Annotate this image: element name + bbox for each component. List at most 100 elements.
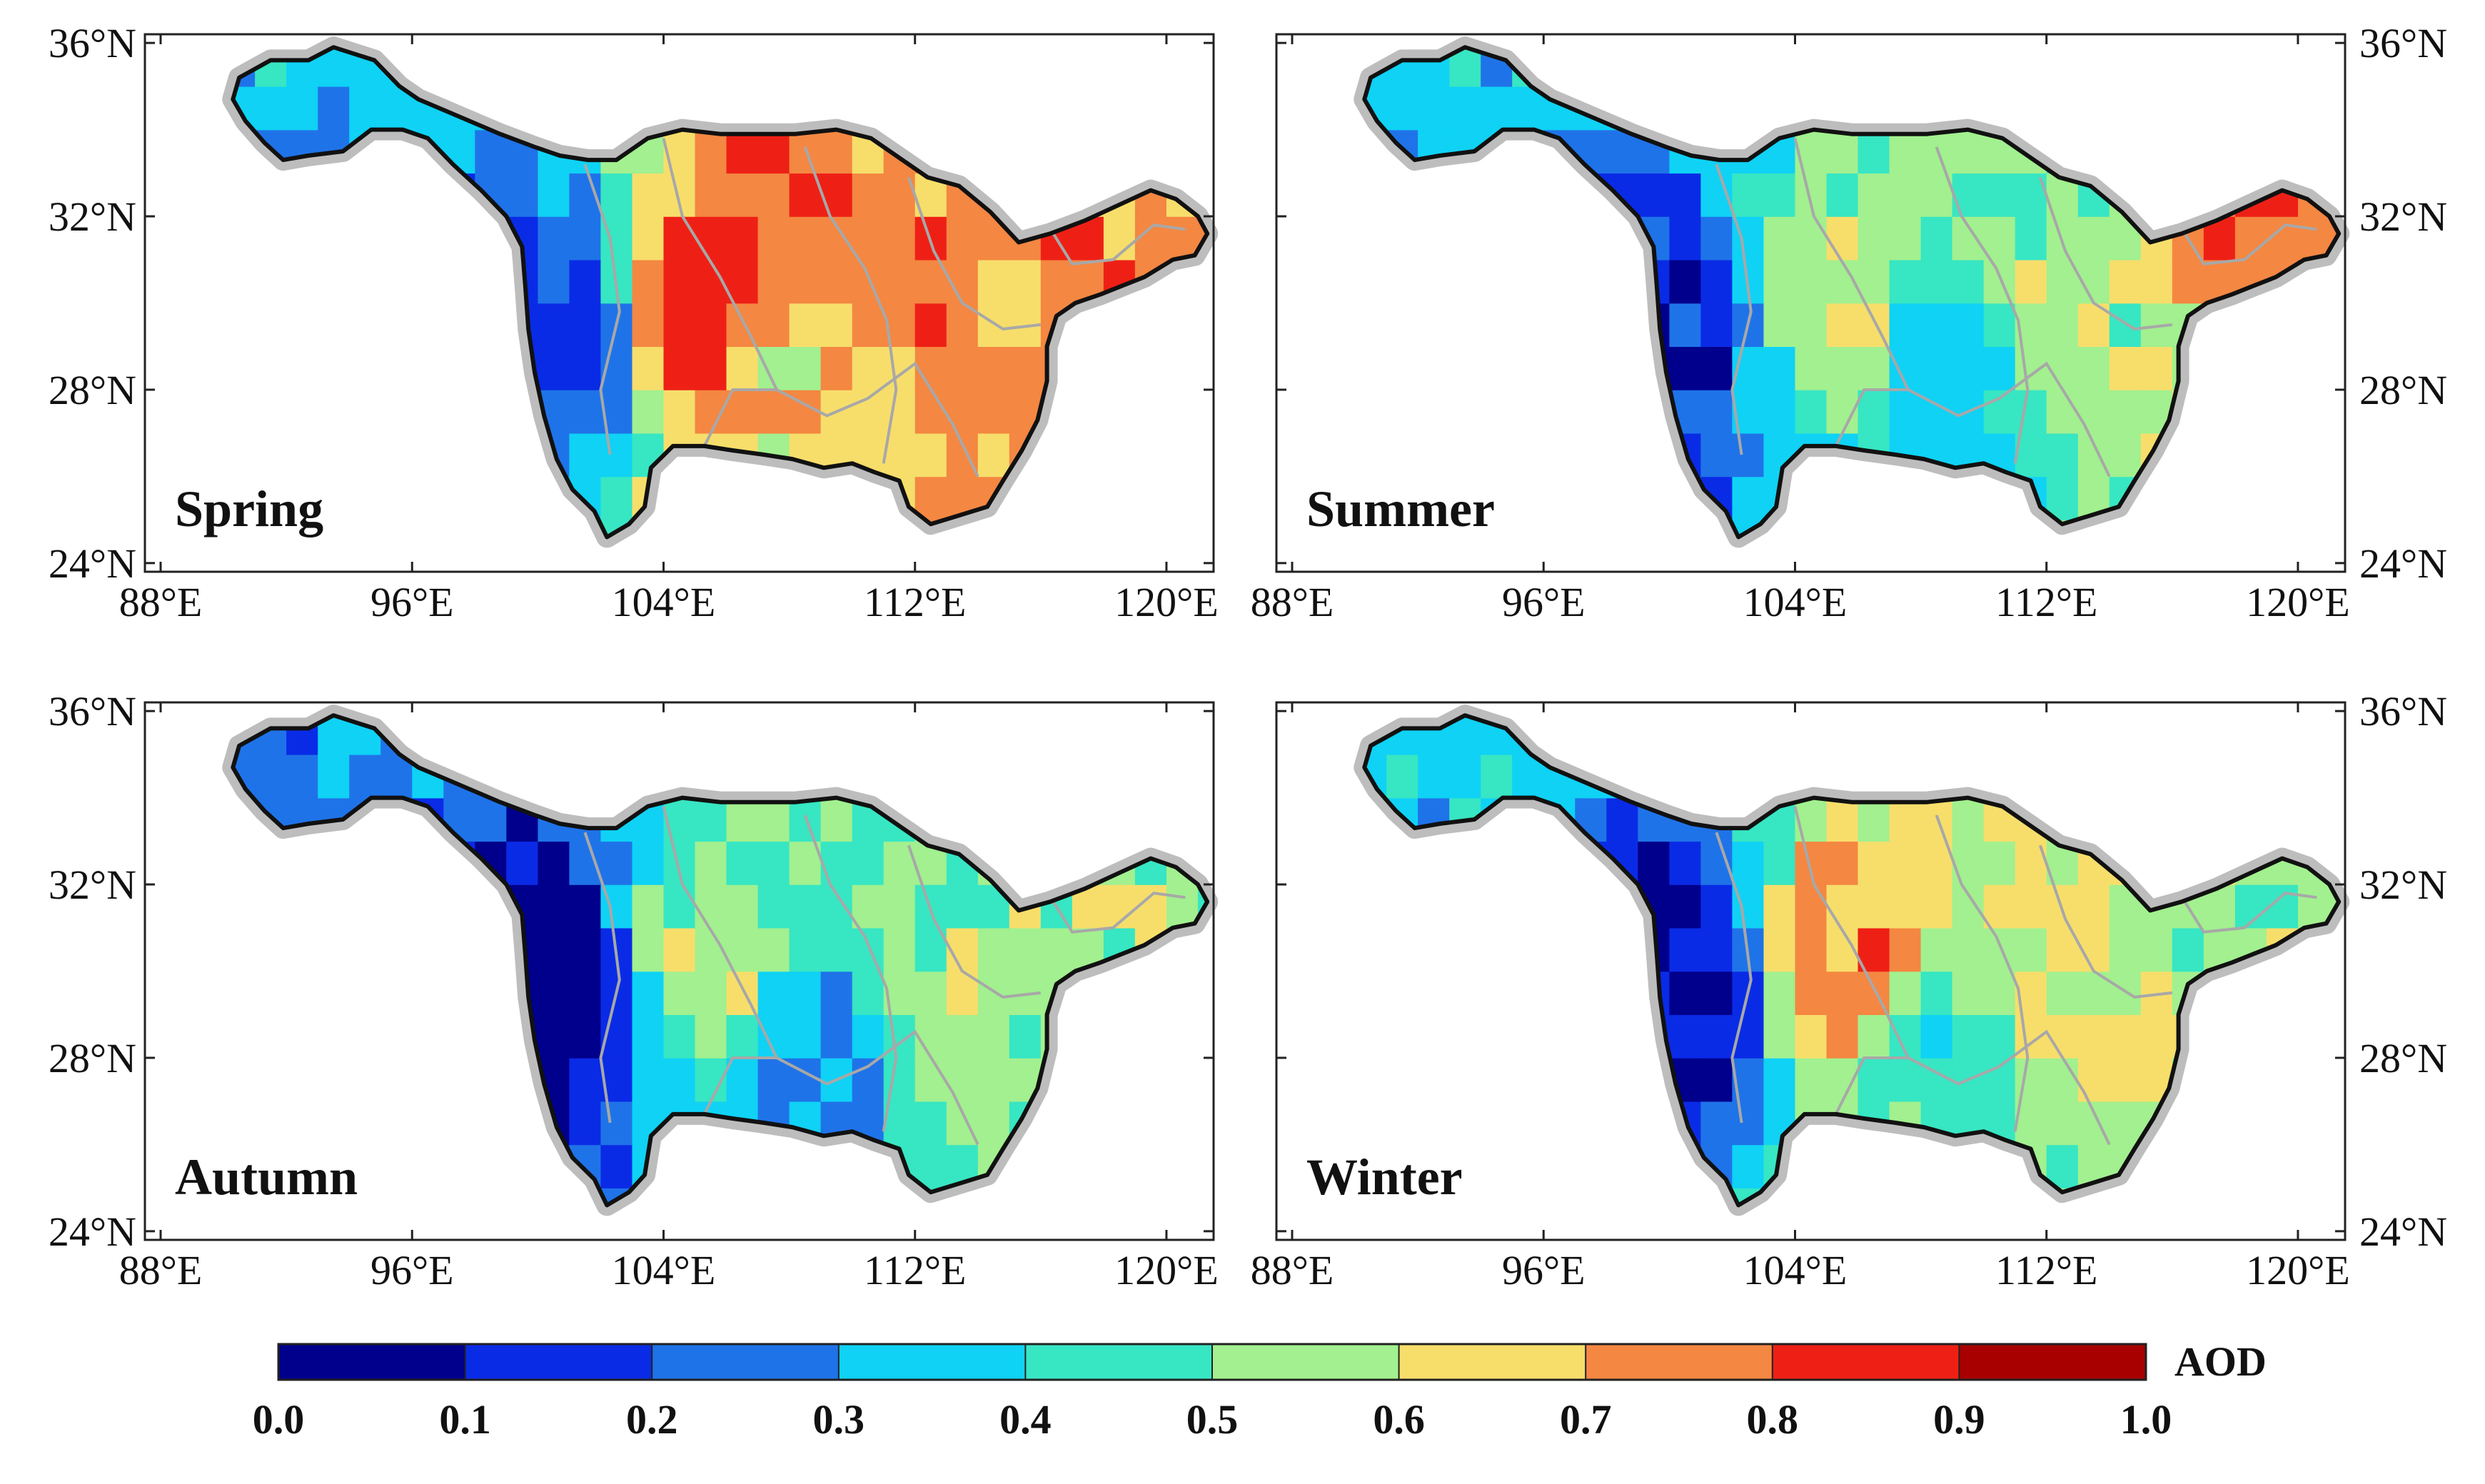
aod-cell (820, 1014, 853, 1059)
aod-cell (1040, 520, 1073, 537)
aod-cell (318, 390, 350, 434)
aod-cell (2203, 1144, 2236, 1188)
aod-cell (1606, 476, 1639, 520)
aod-cell (2109, 715, 2142, 755)
aod-cell (1512, 216, 1544, 261)
aod-cell (1889, 971, 1922, 1015)
x-tick-label: 104°E (1743, 579, 1848, 625)
aod-cell (2140, 346, 2173, 390)
aod-cell (1072, 390, 1104, 434)
aod-cell (726, 1014, 759, 1059)
aod-cell (2266, 129, 2299, 174)
aod-cell (1072, 433, 1104, 478)
aod-cell (1795, 129, 1828, 174)
aod-cell (1103, 476, 1136, 520)
aod-cell (1512, 476, 1544, 520)
aod-cell (2077, 715, 2110, 755)
aod-cell (380, 520, 413, 537)
aod-cell (664, 667, 696, 712)
sub-basin-boundary (1834, 361, 2111, 478)
aod-cell (2172, 476, 2204, 520)
aod-cell (2140, 1014, 2173, 1059)
aod-cell (1009, 841, 1042, 885)
aod-cell (223, 667, 256, 712)
aod-cell (1889, 715, 1922, 755)
aod-cell (2298, 303, 2330, 347)
aod-cell (1324, 260, 1356, 304)
aod-cell (255, 390, 287, 434)
aod-cell (1512, 1144, 1544, 1188)
aod-cell (1606, 927, 1639, 972)
aod-cell (233, 1014, 256, 1059)
aod-cell (2266, 1188, 2299, 1206)
aod-cell (1795, 346, 1828, 390)
aod-cell (349, 0, 381, 44)
aod-cell (632, 86, 665, 131)
aod-cell (1700, 433, 1733, 478)
aod-cell (1606, 390, 1639, 434)
aod-cell (1324, 346, 1356, 390)
aod-cell (569, 927, 602, 972)
y-tick-label: 32°N (2359, 862, 2447, 908)
aod-cell (1858, 797, 1890, 842)
aod-cell (2298, 346, 2330, 390)
aod-cell (233, 346, 256, 390)
aod-cell (1983, 303, 2016, 347)
aod-cell (820, 476, 853, 520)
aod-cell (443, 884, 476, 929)
aod-cell (1543, 715, 1576, 755)
aod-cell (1418, 86, 1450, 131)
aod-cell (1795, 476, 1828, 520)
aod-cell (1364, 390, 1387, 434)
aod-cell (1134, 1188, 1167, 1206)
aod-cell (600, 47, 633, 87)
aod-cell (1040, 1101, 1073, 1146)
aod-cell (978, 0, 1010, 44)
aod-cell (2172, 129, 2204, 174)
aod-cell (192, 841, 224, 885)
aod-cell (569, 1014, 602, 1059)
aod-cell (1921, 0, 1953, 44)
aod-cell (1669, 1188, 1702, 1206)
aod-cell (1134, 715, 1167, 755)
aod-cell (1103, 129, 1136, 174)
aod-cell (790, 667, 822, 712)
aod-cell (1166, 754, 1199, 799)
aod-cell (1606, 47, 1639, 87)
aod-cell (412, 841, 445, 885)
aod-cell (192, 346, 224, 390)
aod-cell (1575, 47, 1608, 87)
aod-cell (852, 715, 884, 755)
aod-cell (1364, 1058, 1387, 1102)
aod-cell (2015, 715, 2047, 755)
aod-cell (1669, 303, 1702, 347)
aod-cell (223, 0, 256, 44)
aod-cell (569, 346, 602, 390)
aod-cell (286, 1014, 318, 1059)
aod-cell (1638, 1188, 1670, 1206)
aod-cell (632, 754, 665, 799)
aod-cell (1700, 927, 1733, 972)
aod-cell (1983, 754, 2016, 799)
basin-boundary (1362, 45, 2342, 540)
aod-cell (1166, 216, 1199, 261)
aod-cell (1700, 754, 1733, 799)
aod-cell (1166, 971, 1199, 1015)
aod-cell (1449, 927, 1481, 972)
aod-cell (1009, 346, 1042, 390)
sub-basin-boundary (583, 163, 621, 455)
aod-cell (1920, 476, 1953, 520)
aod-cell (569, 303, 602, 347)
aod-cell (475, 0, 507, 44)
aod-cell (506, 476, 539, 520)
aod-cell (1920, 971, 1953, 1015)
aod-cell (412, 1188, 445, 1206)
aod-cell (884, 667, 916, 712)
aod-cell (1386, 971, 1418, 1015)
aod-cell (1386, 346, 1418, 390)
aod-cell (286, 884, 318, 929)
aod-cell (883, 1188, 916, 1206)
aod-cell (2235, 667, 2267, 712)
aod-cell (663, 971, 696, 1015)
aod-cell (2172, 1101, 2204, 1146)
